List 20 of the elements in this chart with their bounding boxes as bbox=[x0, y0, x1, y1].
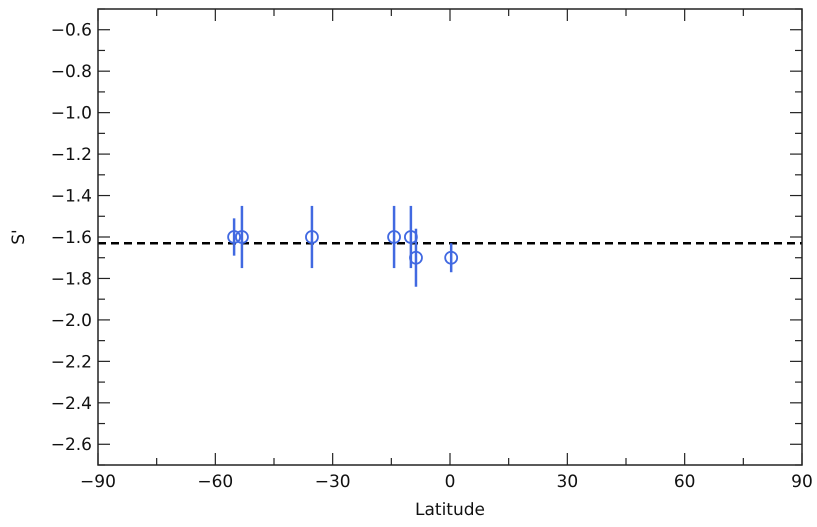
x-axis-title: Latitude bbox=[415, 500, 485, 520]
x-tick-label: 30 bbox=[556, 472, 578, 492]
y-tick-label: −0.6 bbox=[50, 20, 92, 41]
x-tick-label: 60 bbox=[674, 472, 696, 492]
y-tick-label: −1.4 bbox=[50, 186, 92, 206]
y-axis-title: S' bbox=[9, 229, 29, 245]
y-tick-label: −2.2 bbox=[50, 352, 92, 372]
y-tick-label: −1.0 bbox=[50, 104, 92, 124]
y-tick-label: −1.8 bbox=[50, 269, 92, 290]
x-tick-label: 0 bbox=[444, 472, 456, 492]
y-tick-label: −2.4 bbox=[50, 394, 92, 414]
x-tick-label: −30 bbox=[314, 472, 351, 492]
y-tick-label: −0.8 bbox=[50, 62, 92, 82]
x-tick-label: −90 bbox=[80, 472, 116, 492]
y-tick-label: −2.0 bbox=[50, 310, 92, 331]
y-tick-label: −2.6 bbox=[50, 435, 92, 456]
y-tick-label: −1.2 bbox=[50, 145, 92, 166]
x-tick-label: 90 bbox=[791, 472, 813, 492]
y-tick-label: −1.6 bbox=[50, 228, 92, 248]
x-tick-label: −60 bbox=[197, 472, 234, 492]
